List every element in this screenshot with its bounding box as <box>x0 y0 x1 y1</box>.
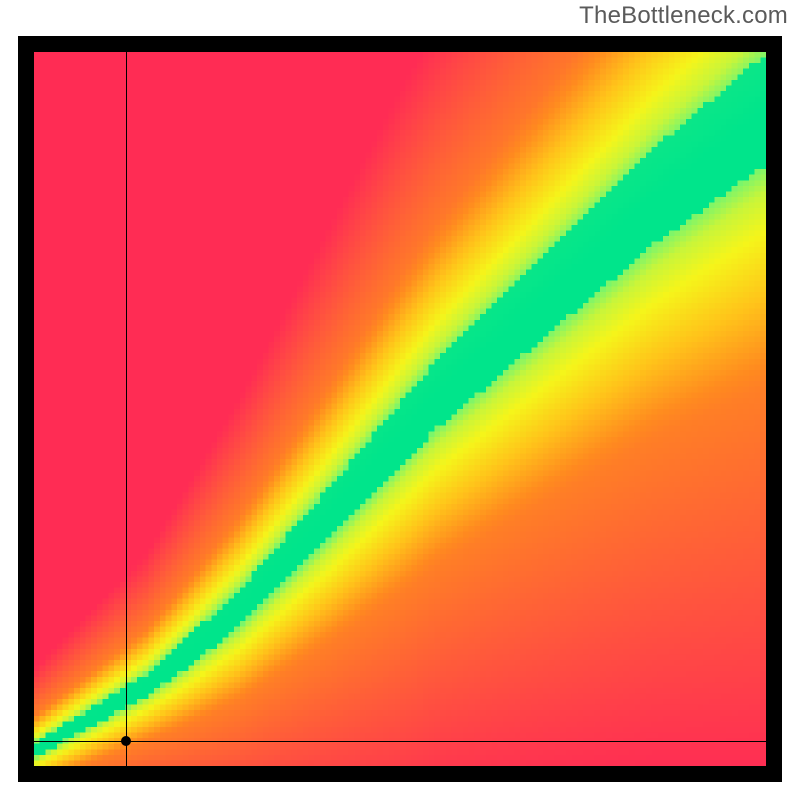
plot-frame <box>18 36 782 782</box>
watermark-text: TheBottleneck.com <box>579 2 788 30</box>
crosshair-vertical <box>126 52 127 766</box>
plot-inner <box>34 52 766 766</box>
heatmap-canvas <box>34 52 766 766</box>
crosshair-horizontal <box>34 741 766 742</box>
marker-dot <box>121 736 131 746</box>
